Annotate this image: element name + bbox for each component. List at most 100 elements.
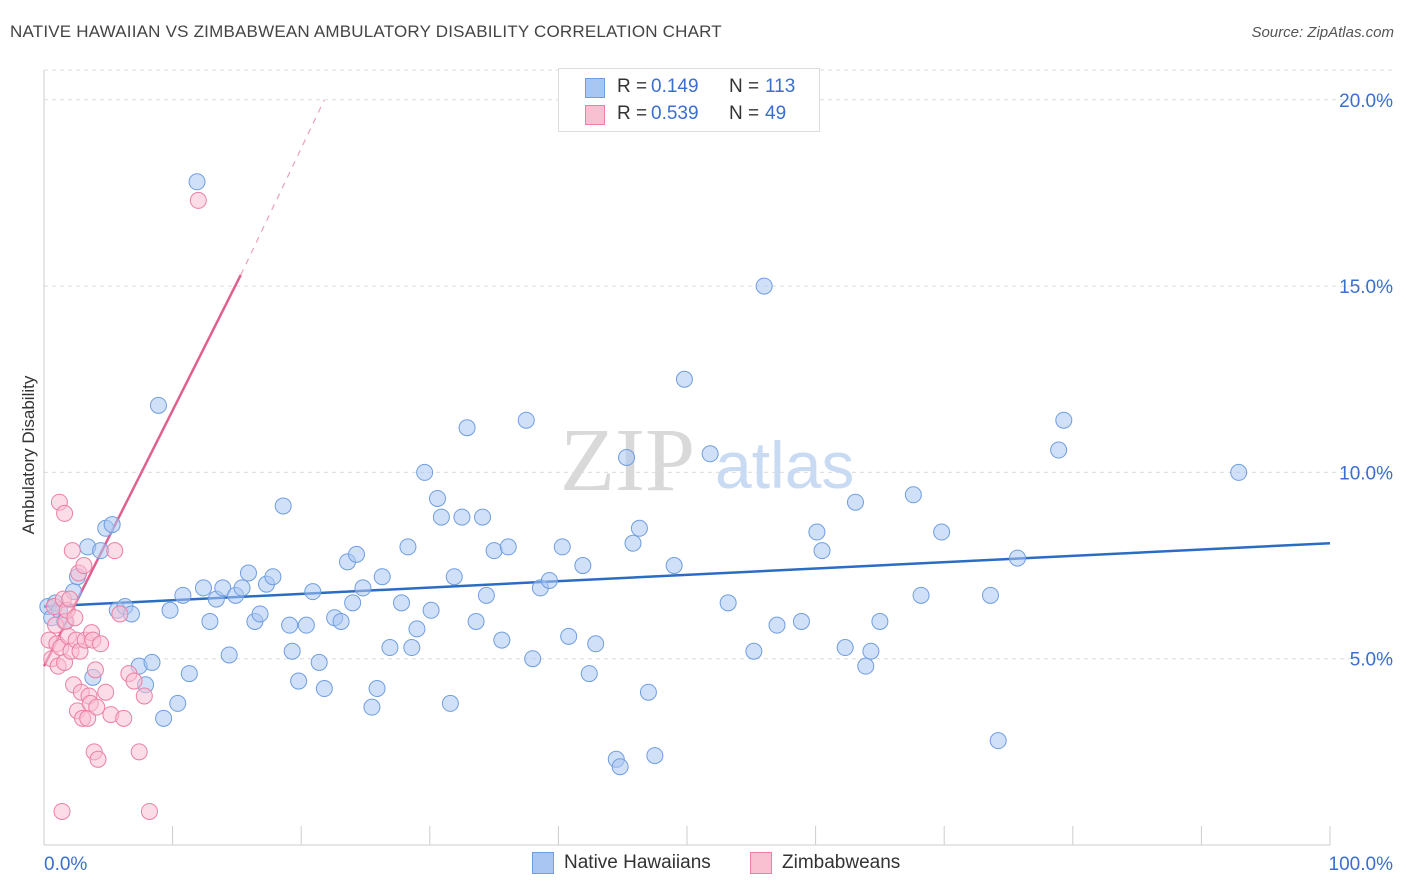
- native-hawaiian-point: [857, 657, 875, 675]
- r-label: R =: [617, 76, 648, 97]
- y-axis-label: Ambulatory Disability: [19, 375, 38, 534]
- native-hawaiian-point: [719, 594, 737, 612]
- native-hawaiian-point: [846, 493, 864, 511]
- n-value: 49: [765, 103, 787, 124]
- native-hawaiian-point: [201, 612, 219, 630]
- native-hawaiian-point: [701, 445, 719, 463]
- native-hawaiian-point: [422, 601, 440, 619]
- native-hawaiian-point: [499, 538, 517, 556]
- native-hawaiian-point: [618, 449, 636, 466]
- native-hawaiian-point: [587, 635, 605, 653]
- native-hawaiian-trend-line: [43, 541, 1331, 608]
- native-hawaiian-point: [933, 523, 951, 541]
- native-hawaiian-point: [474, 508, 492, 526]
- native-hawaiian-point: [332, 612, 350, 630]
- native-hawaiian-point: [580, 665, 598, 683]
- zimbabwean-point: [115, 709, 133, 727]
- native-hawaiian-point: [416, 463, 434, 481]
- native-hawaiian-point: [1055, 411, 1073, 429]
- zimbabwean-point: [61, 590, 79, 608]
- stats-legend: R = 0.149 N = 113 R = 0.539 N = 49: [558, 68, 820, 132]
- native-hawaiian-point: [467, 612, 485, 630]
- native-hawaiian-point: [344, 594, 362, 612]
- y-tick-label: 15.0%: [1339, 277, 1393, 298]
- data-points: [39, 173, 1248, 820]
- native-hawaiian-point: [393, 594, 411, 612]
- zimbabwean-point: [125, 672, 143, 690]
- native-hawaiian-point: [553, 538, 571, 556]
- native-hawaiian-point: [432, 508, 450, 526]
- native-hawaiian-point: [155, 709, 173, 727]
- zimbabwean-point: [89, 750, 107, 768]
- native-hawaiian-point: [630, 519, 648, 537]
- zimbabwean-point: [66, 609, 84, 627]
- native-hawaiian-point: [281, 616, 299, 634]
- native-hawaiian-point: [453, 508, 471, 526]
- swatch-native-hawaiians: [585, 78, 605, 98]
- native-hawaiian-point: [808, 523, 826, 541]
- native-hawaiian-point: [768, 616, 786, 634]
- native-hawaiian-point: [399, 538, 417, 556]
- native-hawaiian-point: [274, 497, 292, 515]
- source-label: Source: ZipAtlas.com: [1251, 24, 1394, 41]
- zimbabwean-trend-line-extension: [240, 99, 325, 276]
- axes: [43, 70, 1331, 846]
- native-hawaiian-point: [347, 545, 365, 563]
- zimbabwean-point: [97, 683, 115, 701]
- r-value: 0.149: [651, 76, 699, 97]
- native-hawaiian-point: [445, 568, 463, 586]
- native-hawaiian-point: [290, 672, 308, 690]
- y-tick-label: 5.0%: [1350, 650, 1393, 671]
- native-hawaiian-point: [540, 571, 558, 589]
- zimbabwean-point: [56, 504, 74, 522]
- native-hawaiian-point: [871, 612, 889, 630]
- native-hawaiian-point: [989, 732, 1007, 750]
- x-tick-label: 100.0%: [1329, 854, 1394, 875]
- native-hawaiian-point: [745, 642, 763, 660]
- native-hawaiian-point: [251, 605, 269, 623]
- native-hawaiian-point: [646, 747, 664, 765]
- native-hawaiian-point: [1230, 463, 1248, 481]
- native-hawaiian-point: [493, 631, 511, 649]
- native-hawaiian-point: [188, 173, 206, 191]
- native-hawaiian-point: [174, 586, 192, 604]
- native-hawaiian-point: [1009, 549, 1027, 567]
- native-hawaiian-point: [304, 583, 322, 601]
- native-hawaiian-point: [283, 642, 301, 660]
- chart-title: NATIVE HAWAIIAN VS ZIMBABWEAN AMBULATORY…: [10, 22, 722, 41]
- native-hawaiian-point: [149, 396, 167, 414]
- zimbabwean-point: [53, 802, 71, 820]
- native-hawaiian-point: [233, 579, 251, 597]
- y-tick-label: 10.0%: [1339, 463, 1393, 484]
- native-hawaiian-point: [485, 542, 503, 560]
- native-hawaiian-point: [403, 639, 421, 657]
- native-hawaiian-point: [408, 620, 426, 638]
- native-hawaiian-point: [477, 586, 495, 604]
- zimbabwean-point: [130, 743, 148, 761]
- native-hawaiian-point: [103, 516, 121, 534]
- swatch-zimbabweans: [585, 105, 605, 125]
- native-hawaiian-point: [665, 557, 683, 575]
- zimbabwean-point: [75, 557, 93, 575]
- native-hawaiian-point: [675, 370, 693, 388]
- native-hawaiian-point: [363, 698, 381, 716]
- zimbabwean-point: [135, 687, 153, 705]
- native-hawaiian-point: [517, 411, 535, 429]
- native-hawaiian-point: [194, 579, 212, 597]
- native-hawaiian-point: [458, 419, 476, 437]
- zimbabwean-point: [111, 605, 129, 623]
- native-hawaiian-point: [373, 568, 391, 586]
- zimbabwean-point: [140, 802, 158, 820]
- native-hawaiian-point: [524, 650, 542, 668]
- legend-swatch-native-hawaiians: [532, 852, 554, 874]
- native-hawaiian-point: [169, 694, 187, 712]
- native-hawaiian-point: [912, 586, 930, 604]
- native-hawaiian-point: [624, 534, 642, 552]
- native-hawaiian-point: [214, 579, 232, 597]
- native-hawaiian-point: [755, 277, 773, 295]
- tick-labels: 5.0% 10.0% 15.0% 20.0% 0.0% 100.0%: [44, 91, 1393, 875]
- native-hawaiian-point: [574, 557, 592, 575]
- n-label: N =: [729, 76, 760, 97]
- native-hawaiian-point: [981, 586, 999, 604]
- native-hawaiian-point: [143, 653, 161, 671]
